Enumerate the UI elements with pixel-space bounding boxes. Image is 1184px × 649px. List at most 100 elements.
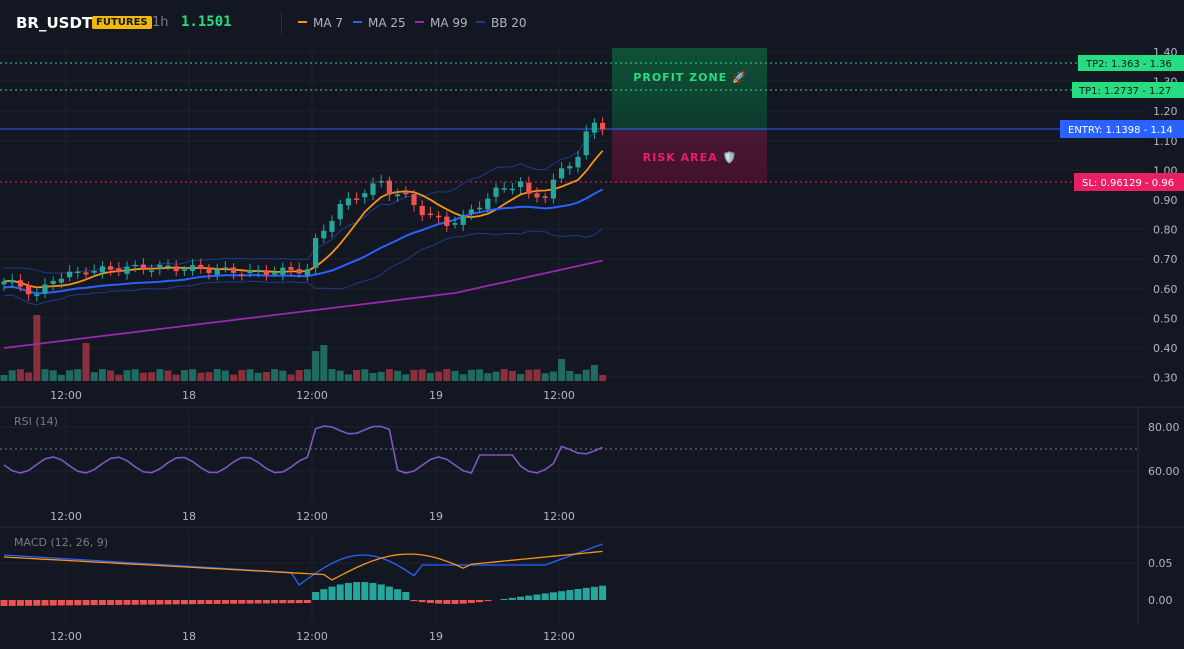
- candle-up: [321, 230, 327, 239]
- macd-hist-bar: [164, 600, 172, 605]
- candle-up: [559, 168, 565, 179]
- ma7-line-icon: [298, 20, 307, 23]
- legend-ma99[interactable]: MA 99: [415, 16, 468, 30]
- volume-bar: [467, 369, 475, 381]
- volume-bar: [49, 370, 57, 381]
- rsi-axis-label: 60.00: [1148, 465, 1180, 478]
- macd-hist-bar: [57, 600, 65, 606]
- rsi-line: [3, 425, 603, 474]
- candle-down: [108, 266, 114, 270]
- candle-down: [288, 266, 294, 270]
- bb-lower: [3, 228, 603, 306]
- candle-up: [280, 267, 286, 275]
- legend-bb20[interactable]: BB 20: [476, 16, 527, 30]
- tp2-tag[interactable]: [1078, 55, 1184, 71]
- legend-ma99-label: MA 99: [430, 16, 468, 30]
- candle-up: [329, 220, 335, 232]
- macd-hist-bar: [377, 584, 385, 600]
- candle-up: [214, 269, 220, 275]
- rsi-gridlines: [0, 410, 1138, 503]
- volume-bar: [98, 369, 106, 381]
- macd-hist-bar: [41, 600, 49, 606]
- price-axis-label: 0.30: [1153, 372, 1178, 385]
- tp1-tag[interactable]: [1072, 82, 1184, 98]
- macd-hist-bar: [312, 592, 320, 600]
- candle-down: [436, 215, 442, 218]
- macd-hist-bar: [320, 589, 328, 600]
- macd-hist-bar: [8, 600, 16, 606]
- macd-hist-bar: [566, 590, 574, 600]
- main-gridlines: [0, 46, 1144, 381]
- candle-down: [534, 193, 540, 198]
- macd-hist-bar: [246, 600, 254, 604]
- legend-ma25[interactable]: MA 25: [353, 16, 406, 30]
- volume-bar: [123, 370, 131, 381]
- entry-tag[interactable]: [1060, 120, 1184, 138]
- volume-bar: [74, 369, 82, 381]
- candle-up: [370, 183, 376, 195]
- symbol-name[interactable]: BR_USDT: [16, 14, 93, 32]
- candlesticks[interactable]: [1, 117, 606, 302]
- macd-hist-bar: [459, 600, 467, 604]
- macd-hist-bar: [131, 600, 139, 605]
- candle-up: [50, 280, 56, 284]
- profit-zone[interactable]: [612, 48, 767, 130]
- volume-bar: [336, 370, 344, 381]
- header-divider: [281, 12, 282, 34]
- macd-hist-bar: [476, 600, 484, 603]
- candle-up: [255, 269, 261, 272]
- ma25-line: [3, 188, 604, 295]
- macd-hist-bar: [66, 600, 74, 606]
- volume-bar: [500, 369, 508, 381]
- macd-hist-bar: [426, 600, 434, 604]
- macd-hist-bar: [295, 600, 303, 604]
- candle-up: [567, 166, 573, 169]
- timeframe-selector[interactable]: 1h: [152, 15, 169, 30]
- bb20-line-icon: [476, 20, 485, 23]
- macd-hist-bar: [336, 584, 344, 600]
- time-label: 12:00: [296, 510, 328, 523]
- price-axis-label: 0.80: [1153, 224, 1178, 237]
- time-label: 12:00: [50, 389, 82, 402]
- macd-hist-bar: [484, 600, 492, 602]
- tp2-tag-text: TP2: 1.363 - 1.36: [1085, 59, 1172, 70]
- price-axis-label: 0.40: [1153, 342, 1178, 355]
- macd-hist-bar: [582, 587, 590, 600]
- macd-hist-bar: [271, 600, 279, 604]
- volume-bar: [320, 345, 328, 381]
- volume-bar: [369, 372, 377, 381]
- sl-tag[interactable]: [1074, 173, 1184, 191]
- candle-up: [124, 266, 130, 274]
- futures-badge: FUTURES: [92, 16, 152, 29]
- macd-hist-bar: [82, 600, 90, 606]
- rsi-title: RSI (14): [14, 415, 58, 428]
- candle-up: [395, 194, 401, 197]
- macd-title: MACD (12, 26, 9): [14, 536, 108, 549]
- candle-down: [542, 196, 548, 198]
- volume-bar: [385, 369, 393, 381]
- candle-up: [99, 266, 105, 273]
- entry-tag-text: ENTRY: 1.1398 - 1.14: [1068, 125, 1173, 136]
- volume-bar: [582, 369, 590, 381]
- bb-upper: [3, 129, 603, 275]
- macd-hist-bar: [115, 600, 123, 605]
- candle-down: [526, 182, 532, 194]
- price-axis-label: 1.20: [1153, 105, 1178, 118]
- candle-down: [198, 264, 204, 270]
- candle-up: [345, 198, 351, 206]
- macd-hist-bar: [74, 600, 82, 606]
- tp1-tag-text: TP1: 1.2737 - 1.27: [1078, 86, 1171, 97]
- macd-hist-bar: [467, 600, 475, 604]
- macd-hist-bar: [139, 600, 147, 605]
- macd-hist-bar: [385, 586, 393, 600]
- time-label: 12:00: [543, 389, 575, 402]
- candle-down: [173, 266, 179, 272]
- macd-hist-bar: [287, 600, 295, 604]
- candle-up: [477, 207, 483, 210]
- volume-bar: [558, 359, 566, 381]
- legend-ma7[interactable]: MA 7: [298, 16, 343, 30]
- risk-zone[interactable]: [612, 130, 767, 183]
- macd-hist-bar: [541, 593, 549, 600]
- candle-down: [386, 180, 392, 195]
